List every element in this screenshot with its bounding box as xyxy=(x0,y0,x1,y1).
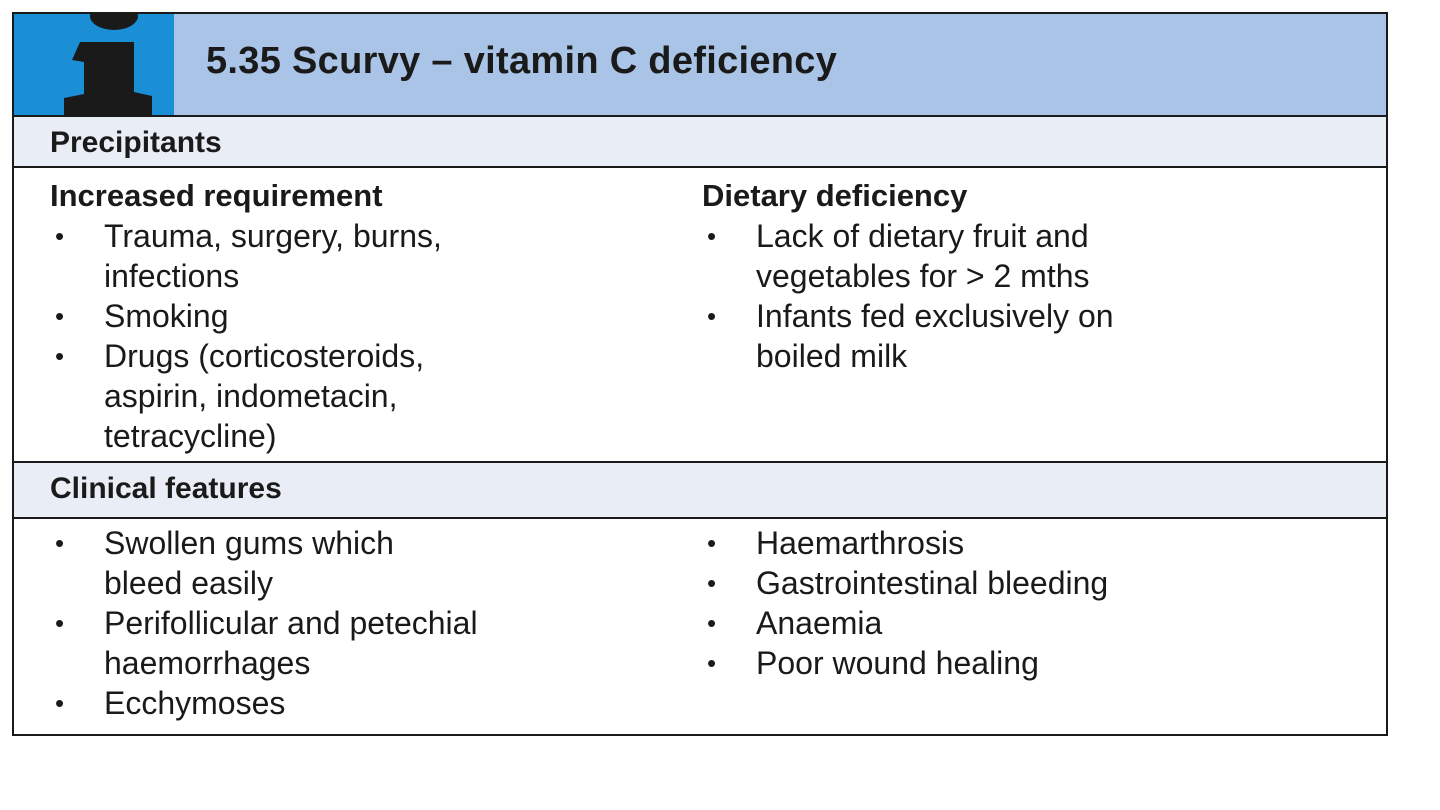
clinical-left-column: • Swollen gums which bleed easily • Perifoll… xyxy=(50,523,690,723)
list-item-text: aspirin, indometacin, xyxy=(104,378,398,414)
subheading-dietary-deficiency: Dietary deficiency xyxy=(702,178,968,213)
section-label-precipitants: Precipitants xyxy=(50,126,222,159)
bullet-icon: • xyxy=(55,341,65,371)
list-item-text: Gastrointestinal bleeding xyxy=(756,565,1109,601)
list-item-text: Ecchymoses xyxy=(104,685,286,721)
section-label-clinical-features: Clinical features xyxy=(50,472,282,505)
list-item-text: boiled milk xyxy=(756,338,908,374)
list-item: • Trauma, surgery, burns, infections xyxy=(50,216,690,296)
clinical-right-column: • Haemarthrosis • Gastrointestinal bleeding… xyxy=(702,523,1372,683)
subheading-increased-requirement: Increased requirement xyxy=(50,178,383,213)
list-item-text: Trauma, surgery, burns, xyxy=(104,218,442,254)
list-item: • Haemarthrosis xyxy=(702,523,1372,563)
list-item-text: Poor wound healing xyxy=(756,645,1039,681)
bullet-icon: • xyxy=(55,688,65,718)
list-item: • Lack of dietary fruit and vegetables for… xyxy=(702,216,1372,296)
list-item-text: Infants fed exclusively on xyxy=(756,298,1114,334)
list-item: • Infants fed exclusively on boiled milk xyxy=(702,296,1372,376)
bullet-icon: • xyxy=(707,301,717,331)
bullet-icon: • xyxy=(707,221,717,251)
bullet-icon: • xyxy=(55,528,65,558)
info-icon xyxy=(64,14,152,115)
list-item: • Ecchymoses xyxy=(50,683,690,723)
section-bar-precipitants: Precipitants xyxy=(14,115,1386,168)
bullet-icon: • xyxy=(707,568,717,598)
bullet-icon: • xyxy=(707,608,717,638)
list-item-text: Drugs (corticosteroids, xyxy=(104,338,425,374)
list-item-text: tetracycline) xyxy=(104,418,277,454)
bullet-icon: • xyxy=(55,608,65,638)
list-item-text: vegetables for > 2 mths xyxy=(756,258,1090,294)
list-item-text: haemorrhages xyxy=(104,645,311,681)
list-item-text: Smoking xyxy=(104,298,229,334)
precipitants-right-column: Dietary deficiency • Lack of dietary frui… xyxy=(702,176,1372,376)
list-item-text: Swollen gums which xyxy=(104,525,394,561)
list-item: • Poor wound healing xyxy=(702,643,1372,683)
icon-tile xyxy=(14,14,174,115)
list-item-text: Haemarthrosis xyxy=(756,525,965,561)
list-item-text: infections xyxy=(104,258,240,294)
bullet-icon: • xyxy=(707,528,717,558)
list-item-text: Anaemia xyxy=(756,605,883,641)
clinical-features-list-left: • Swollen gums which bleed easily • Perifoll… xyxy=(50,523,690,723)
box-title: 5.35 Scurvy – vitamin C deficiency xyxy=(206,40,838,82)
scurvy-info-box: 5.35 Scurvy – vitamin C deficiency Preci… xyxy=(12,12,1388,736)
bullet-icon: • xyxy=(55,301,65,331)
clinical-features-list-right: • Haemarthrosis • Gastrointestinal bleeding… xyxy=(702,523,1372,683)
list-item: • Perifollicular and petechial haemorrhage… xyxy=(50,603,690,683)
box-header: 5.35 Scurvy – vitamin C deficiency xyxy=(14,14,1386,115)
list-item: • Swollen gums which bleed easily xyxy=(50,523,690,603)
list-item-text: Perifollicular and petechial xyxy=(104,605,478,641)
bullet-icon: • xyxy=(707,648,717,678)
list-item: • Gastrointestinal bleeding xyxy=(702,563,1372,603)
list-item: • Smoking xyxy=(50,296,690,336)
list-item: • Anaemia xyxy=(702,603,1372,643)
precipitants-left-column: Increased requirement • Trauma, surgery, … xyxy=(50,176,690,456)
list-item: • Drugs (corticosteroids, aspirin, indomet… xyxy=(50,336,690,456)
list-item-text: Lack of dietary fruit and xyxy=(756,218,1089,254)
bullet-icon: • xyxy=(55,221,65,251)
list-item-text: bleed easily xyxy=(104,565,273,601)
section-bar-clinical-features: Clinical features xyxy=(14,461,1386,519)
dietary-deficiency-list: • Lack of dietary fruit and vegetables for… xyxy=(702,216,1372,376)
increased-requirement-list: • Trauma, surgery, burns, infections • Smoki… xyxy=(50,216,690,456)
